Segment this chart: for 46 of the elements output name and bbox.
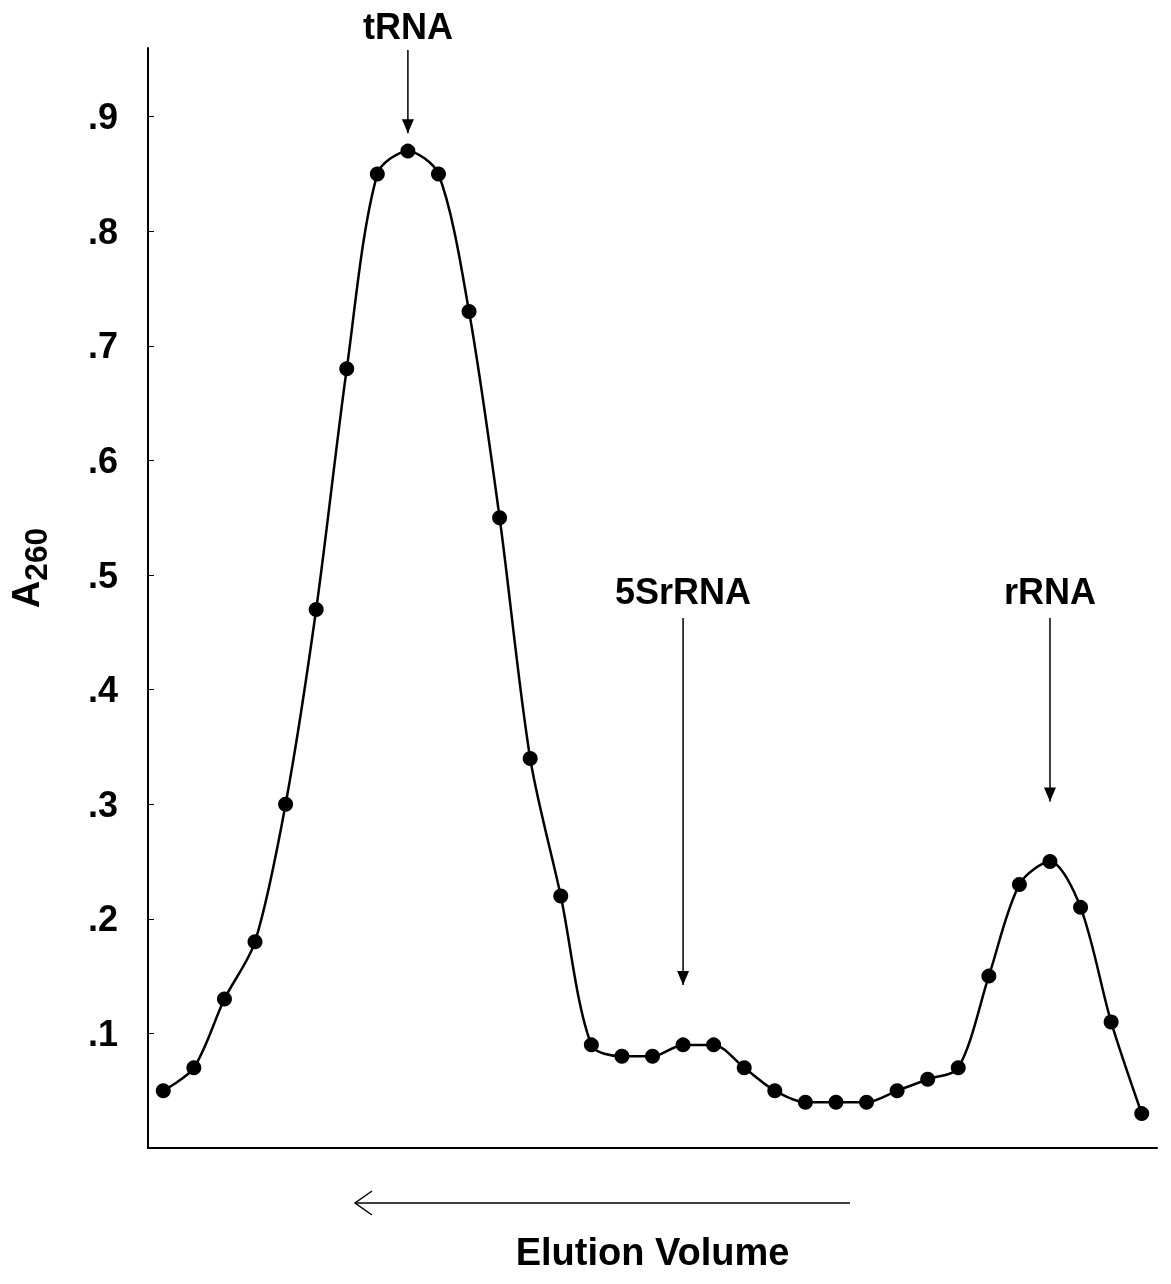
point [583,1037,599,1053]
point [186,1060,202,1076]
point [339,361,355,377]
point [1042,854,1058,870]
point [767,1083,783,1099]
point [889,1083,905,1099]
point [614,1048,630,1064]
y-tick-label: .8 [87,210,118,252]
y-tick-label: .3 [87,783,118,825]
point [247,934,263,950]
point [492,510,508,526]
point [522,750,538,766]
y-tick-label: .1 [87,1012,118,1054]
point [308,601,324,617]
point [675,1037,691,1053]
y-tick-label: .7 [87,325,118,367]
point [736,1060,752,1076]
y-tick-label: .6 [87,440,118,481]
point [1073,899,1089,915]
point [1134,1106,1150,1122]
point [461,304,477,320]
point [400,143,416,159]
point [920,1071,936,1087]
point [430,166,446,182]
y-tick-label: .5 [87,554,118,596]
point [278,796,294,812]
x-axis-title: Elution Volume [515,1231,790,1273]
point [828,1094,844,1110]
point [706,1037,722,1053]
annotation: rRNA [1003,570,1096,612]
point [645,1048,660,1064]
text: tRNA [362,5,453,47]
y-tick-label: .4 [87,669,118,711]
y-tick-label: .9 [87,96,118,138]
point [859,1094,875,1110]
point [981,968,997,984]
point [950,1060,966,1076]
point [797,1094,813,1110]
annotation: 5SrRNA [615,570,752,612]
y-tick-label: .2 [87,898,118,940]
point [155,1083,171,1099]
point [553,888,569,904]
point [1011,876,1027,892]
point [369,166,385,182]
point [1103,1014,1119,1030]
point [216,991,232,1007]
